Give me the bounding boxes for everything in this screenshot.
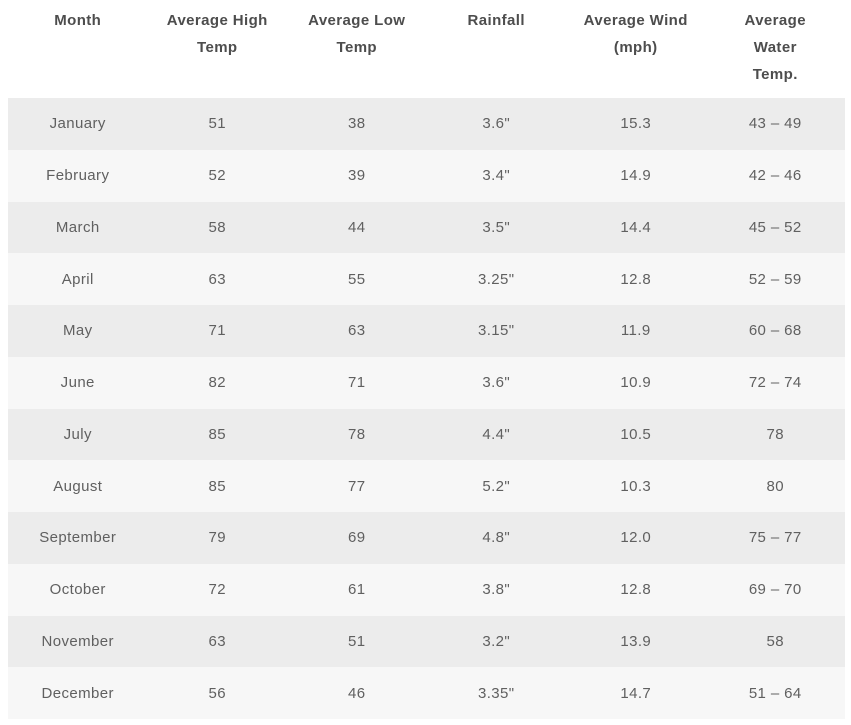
cell-month: April: [61, 270, 94, 288]
cell-high: 79: [208, 529, 226, 547]
cell-wind: 11.9: [620, 322, 651, 340]
table-row: February 52 39 3.4" 14.9 42 – 46: [8, 149, 845, 202]
cell-water: 51 – 64: [748, 684, 802, 702]
cell-low: 71: [348, 374, 366, 392]
cell-low: 69: [348, 529, 366, 547]
cell-high: 85: [208, 425, 226, 443]
column-header-low: Average Low Temp: [308, 12, 406, 56]
column-header-month: Month: [54, 12, 102, 29]
cell-high: 56: [208, 684, 226, 702]
table-row: August 85 77 5.2" 10.3 80: [8, 460, 845, 512]
table-row: April 63 55 3.25" 12.8 52 – 59: [8, 253, 845, 305]
cell-water: 72 – 74: [748, 374, 802, 392]
cell-high: 82: [208, 374, 226, 392]
column-header-water: Average Water Temp.: [744, 12, 806, 83]
column-header-rainfall: Rainfall: [467, 12, 525, 29]
cell-wind: 13.9: [620, 632, 652, 650]
cell-wind: 14.7: [620, 684, 652, 702]
cell-wind: 10.9: [620, 374, 652, 392]
cell-water: 58: [766, 632, 784, 650]
cell-low: 39: [348, 167, 366, 185]
cell-rainfall: 3.35": [477, 684, 515, 702]
cell-water: 69 – 70: [748, 581, 802, 599]
cell-low: 55: [348, 270, 366, 288]
table-body: January 51 38 3.6" 15.3 43 – 49 February 52 39 3.…: [8, 98, 845, 719]
cell-low: 78: [348, 425, 366, 443]
cell-rainfall: 5.2": [482, 477, 511, 495]
cell-low: 44: [348, 218, 366, 236]
cell-month: January: [49, 115, 106, 133]
cell-water: 43 – 49: [748, 115, 802, 133]
cell-high: 58: [208, 218, 226, 236]
cell-water: 75 – 77: [748, 529, 802, 547]
cell-rainfall: 4.4": [482, 425, 511, 443]
column-header-high: Average High Temp: [166, 12, 268, 56]
cell-month: December: [41, 684, 114, 702]
cell-month: June: [60, 374, 95, 392]
cell-low: 51: [348, 632, 366, 650]
cell-low: 77: [348, 477, 366, 495]
cell-month: October: [49, 581, 106, 599]
cell-month: May: [62, 322, 93, 340]
cell-water: 45 – 52: [748, 218, 802, 236]
cell-rainfall: 3.6": [482, 374, 511, 392]
cell-wind: 12.8: [620, 270, 652, 288]
cell-high: 72: [208, 581, 226, 599]
cell-water: 78: [766, 425, 784, 443]
cell-rainfall: 3.8": [482, 581, 511, 599]
table-header-row: Month Average High Temp Average Low Temp…: [8, 0, 845, 98]
cell-month: February: [46, 167, 110, 185]
cell-rainfall: 3.4": [482, 167, 511, 185]
cell-rainfall: 3.2": [482, 632, 511, 650]
table-row: October 72 61 3.8" 12.8 69 – 70: [8, 563, 845, 616]
cell-month: November: [41, 632, 114, 650]
cell-month: August: [53, 477, 103, 495]
cell-water: 80: [766, 477, 784, 495]
cell-high: 71: [208, 322, 226, 340]
table-row: July 85 78 4.4" 10.5 78: [8, 408, 845, 461]
cell-high: 63: [208, 270, 226, 288]
cell-rainfall: 3.25": [477, 270, 515, 288]
table-row: September 79 69 4.8" 12.0 75 – 77: [8, 512, 845, 564]
table-row: June 82 71 3.6" 10.9 72 – 74: [8, 356, 845, 409]
cell-rainfall: 3.6": [482, 115, 511, 133]
cell-rainfall: 3.5": [482, 218, 511, 236]
table-row: March 58 44 3.5" 14.4 45 – 52: [8, 201, 845, 254]
cell-wind: 10.5: [620, 425, 652, 443]
cell-rainfall: 4.8": [482, 529, 511, 547]
cell-water: 52 – 59: [748, 270, 802, 288]
cell-wind: 12.0: [620, 529, 652, 547]
cell-wind: 14.9: [620, 167, 652, 185]
table-row: January 51 38 3.6" 15.3 43 – 49: [8, 98, 845, 150]
cell-high: 52: [208, 167, 226, 185]
cell-month: March: [55, 218, 100, 236]
cell-low: 46: [348, 684, 366, 702]
cell-high: 63: [208, 632, 226, 650]
cell-wind: 12.8: [620, 581, 652, 599]
table-row: December 56 46 3.35" 14.7 51 – 64: [8, 667, 845, 719]
cell-month: July: [63, 425, 92, 443]
cell-wind: 14.4: [620, 218, 652, 236]
cell-water: 42 – 46: [748, 167, 802, 185]
cell-high: 51: [208, 115, 226, 133]
cell-wind: 15.3: [620, 115, 652, 133]
cell-low: 38: [348, 115, 366, 133]
table-row: November 63 51 3.2" 13.9 58: [8, 615, 845, 668]
cell-rainfall: 3.15": [477, 322, 515, 340]
cell-month: September: [39, 529, 117, 547]
cell-wind: 10.3: [620, 477, 652, 495]
table-row: May 71 63 3.15" 11.9 60 – 68: [8, 305, 845, 357]
cell-low: 61: [348, 581, 366, 599]
cell-water: 60 – 68: [748, 322, 802, 340]
cell-low: 63: [348, 322, 366, 340]
cell-high: 85: [208, 477, 226, 495]
column-header-wind: Average Wind (mph): [583, 12, 688, 56]
